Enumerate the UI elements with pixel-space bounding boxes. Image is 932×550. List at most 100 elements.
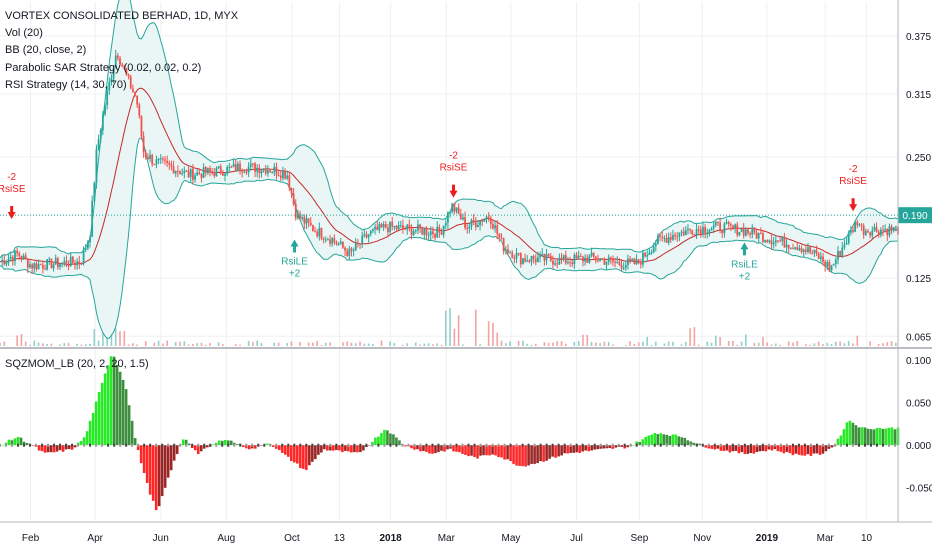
price-tick-label: 0.250 xyxy=(906,153,931,164)
candle-body xyxy=(577,255,580,259)
squeeze-dot xyxy=(119,443,122,447)
candle-body xyxy=(262,168,265,171)
candle-body xyxy=(524,258,526,262)
momentum-bar xyxy=(154,445,158,511)
candle-body xyxy=(727,222,730,225)
momentum-bar xyxy=(521,445,524,467)
volume-bar xyxy=(560,341,563,346)
volume-bar xyxy=(0,342,1,346)
candle-body xyxy=(652,246,655,253)
candle-body xyxy=(858,224,861,226)
candle-body xyxy=(543,253,546,261)
candle-body xyxy=(166,160,169,163)
legend-rsi[interactable]: RSI Strategy (14, 30, 70) xyxy=(5,79,127,91)
candle-body xyxy=(116,55,119,59)
candle-body xyxy=(794,247,797,249)
momentum-bar xyxy=(187,443,191,446)
candle-body xyxy=(134,91,136,96)
candle-body xyxy=(363,234,366,236)
momentum-bar xyxy=(476,445,479,459)
candle-body xyxy=(112,67,115,79)
candle-body xyxy=(757,232,760,239)
squeeze-dot xyxy=(419,443,422,447)
candle-body xyxy=(622,267,625,269)
volume-bar xyxy=(646,336,649,346)
squeeze-dot xyxy=(131,443,134,447)
squeeze-dot xyxy=(809,443,812,447)
momentum-bar xyxy=(88,420,92,446)
candle-body xyxy=(397,225,400,230)
volume-bar xyxy=(745,334,747,346)
volume-bar xyxy=(423,343,426,346)
momentum-bar xyxy=(299,445,302,469)
candle-body xyxy=(768,240,771,243)
momentum-bar xyxy=(16,436,20,446)
legend-symbol[interactable]: VORTEX CONSOLIDATED BERHAD, 1D, MYX xyxy=(5,10,239,22)
momentum-bar xyxy=(320,445,323,453)
candle-body xyxy=(217,166,220,168)
momentum-bar xyxy=(202,445,206,449)
time-tick-label: May xyxy=(502,533,521,544)
candle-body xyxy=(181,172,184,175)
momentum-bar xyxy=(800,445,804,456)
volume-bar xyxy=(380,340,383,346)
candle-body xyxy=(419,224,421,229)
volume-bar xyxy=(457,315,460,346)
legend-sqzmom[interactable]: SQZMOM_LB (20, 2, 20, 1.5) xyxy=(5,358,149,370)
candle-body xyxy=(144,152,147,157)
candle-body xyxy=(723,223,726,234)
candle-body xyxy=(52,264,55,269)
volume-bar xyxy=(586,334,589,346)
candle-body xyxy=(352,250,355,252)
candle-body xyxy=(807,247,809,252)
candle-body xyxy=(762,233,764,243)
candle-body xyxy=(200,174,203,178)
momentum-bar xyxy=(235,444,239,446)
momentum-bar xyxy=(241,445,245,447)
signal-qty: -2 xyxy=(7,172,16,183)
momentum-bar xyxy=(371,441,374,446)
volume-bar xyxy=(157,340,160,346)
momentum-bar xyxy=(278,445,281,451)
candle-body xyxy=(29,264,31,268)
candle-body xyxy=(485,216,488,219)
candle-body xyxy=(691,230,694,235)
candle-body xyxy=(787,244,790,249)
candle-body xyxy=(258,167,261,174)
candle-body xyxy=(492,223,494,229)
candle-body xyxy=(682,231,685,236)
legend-vol[interactable]: Vol (20) xyxy=(5,27,43,39)
squeeze-dot xyxy=(257,443,260,447)
momentum-bar xyxy=(311,445,314,462)
volume-bar xyxy=(526,343,529,346)
candle-body xyxy=(288,175,291,188)
momentum-bar xyxy=(40,445,44,452)
candle-body xyxy=(882,229,884,231)
candle-body xyxy=(772,242,775,245)
momentum-bar xyxy=(73,445,77,448)
candle-body xyxy=(108,82,111,91)
time-tick-label: 13 xyxy=(334,533,346,544)
momentum-bar xyxy=(67,445,71,449)
legend-psar[interactable]: Parabolic SAR Strategy (0.02, 0.02, 0.2) xyxy=(5,62,202,74)
volume-bar xyxy=(67,342,70,346)
momentum-bar xyxy=(275,445,278,449)
candle-body xyxy=(697,229,700,231)
momentum-bar xyxy=(839,435,843,446)
legend-bb[interactable]: BB (20, close, 2) xyxy=(5,44,87,56)
volume-bar xyxy=(144,341,147,346)
momentum-bar xyxy=(524,445,527,467)
candle-body xyxy=(676,236,679,238)
volume-bar xyxy=(565,343,567,346)
candle-body xyxy=(511,252,514,259)
candle-body xyxy=(183,170,186,173)
bb-lower-band xyxy=(0,137,898,340)
momentum-bar xyxy=(545,445,548,461)
momentum-bar xyxy=(455,445,458,452)
squeeze-dot xyxy=(221,443,224,447)
candle-body xyxy=(766,240,769,243)
squeeze-dot xyxy=(407,443,410,447)
candle-body xyxy=(832,263,835,266)
volume-bar xyxy=(890,341,893,346)
